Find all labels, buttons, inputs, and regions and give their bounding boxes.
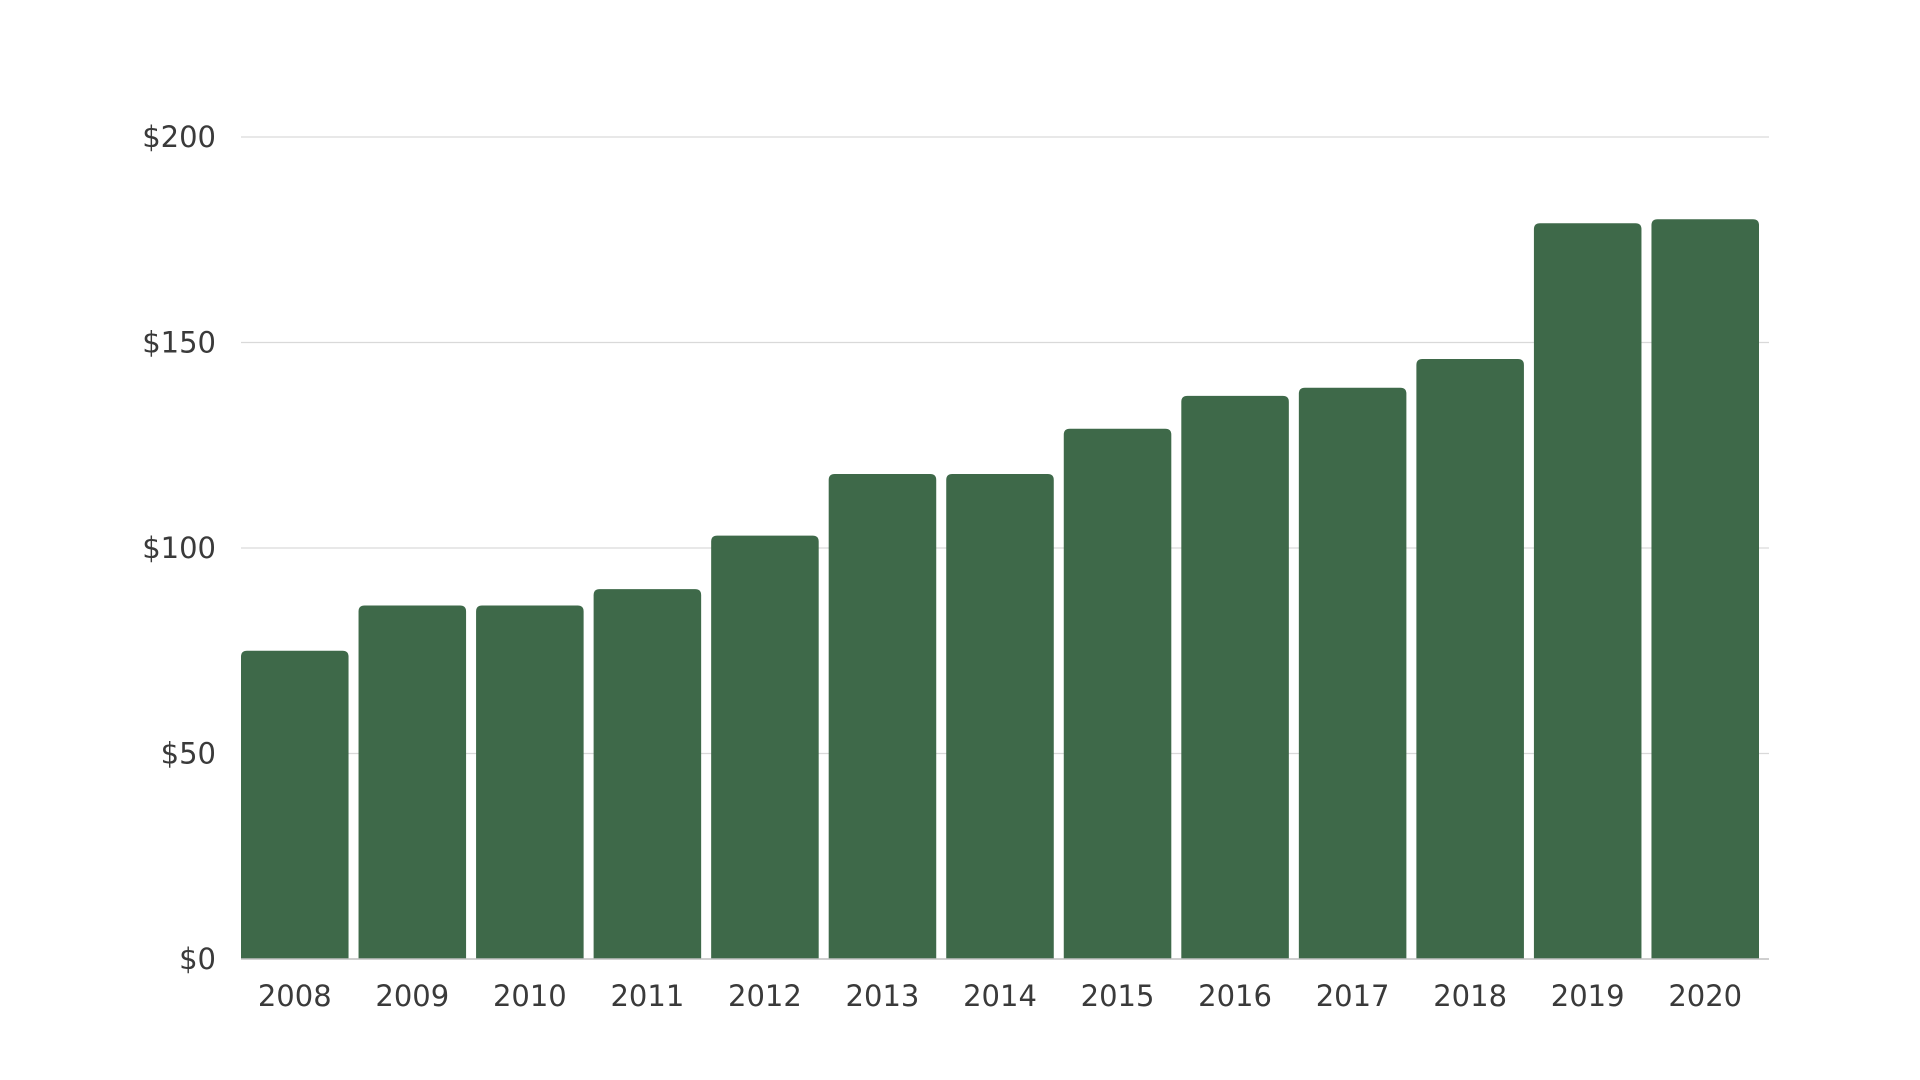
bar-2009 xyxy=(358,605,467,959)
y-axis-labels: $0 $50 $100 $150 $200 xyxy=(142,120,216,976)
y-tick-label: $100 xyxy=(142,531,216,565)
x-tick-label: 2020 xyxy=(1668,979,1742,1013)
bar-2011 xyxy=(593,589,702,959)
x-tick-label: 2018 xyxy=(1433,979,1507,1013)
bar-2017 xyxy=(1298,387,1407,960)
bar-2014 xyxy=(946,474,1054,959)
bar-2019 xyxy=(1533,223,1642,959)
bar-2020 xyxy=(1651,219,1759,959)
x-axis-labels: 2008 2009 2010 2011 2012 2013 2014 2015 2016 2017… xyxy=(258,979,1742,1013)
bar-2010 xyxy=(476,605,584,959)
x-tick-label: 2019 xyxy=(1551,979,1625,1013)
x-tick-label: 2015 xyxy=(1081,979,1155,1013)
bars xyxy=(241,219,1769,960)
x-tick-label: 2008 xyxy=(258,979,332,1013)
y-tick-label: $50 xyxy=(161,737,216,771)
x-tick-label: 2017 xyxy=(1316,979,1390,1013)
x-tick-label: 2012 xyxy=(728,979,802,1013)
bar-2012 xyxy=(711,535,819,959)
y-tick-label: $150 xyxy=(142,326,216,360)
x-tick-label: 2011 xyxy=(610,979,684,1013)
y-tick-label: $200 xyxy=(142,120,216,154)
x-tick-label: 2010 xyxy=(493,979,567,1013)
y-tick-label: $0 xyxy=(179,942,216,976)
bar-2008 xyxy=(241,650,349,959)
x-tick-label: 2013 xyxy=(846,979,920,1013)
x-tick-label: 2009 xyxy=(375,979,449,1013)
bar-2013 xyxy=(828,474,937,959)
x-tick-label: 2016 xyxy=(1198,979,1272,1013)
x-tick-label: 2014 xyxy=(963,979,1037,1013)
bar-2016 xyxy=(1181,395,1289,959)
bar-2018 xyxy=(1416,358,1524,959)
bar-2015 xyxy=(1063,428,1172,959)
